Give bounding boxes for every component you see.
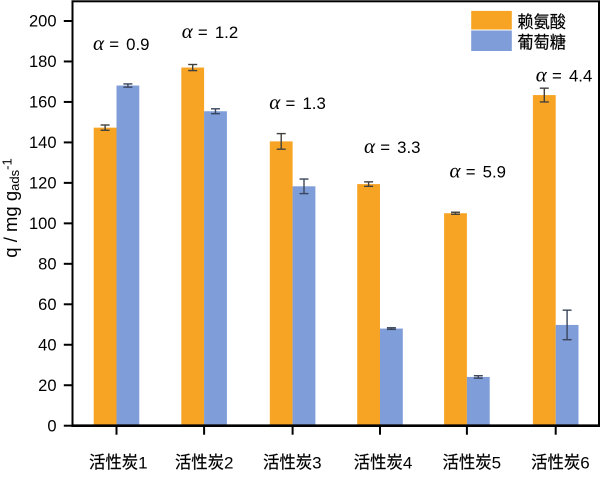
svg-text:180: 180 bbox=[29, 53, 57, 71]
svg-text:100: 100 bbox=[29, 215, 57, 233]
svg-text:120: 120 bbox=[29, 174, 57, 192]
svg-text:160: 160 bbox=[29, 94, 57, 112]
svg-text:α = 4.4: α = 4.4 bbox=[536, 62, 593, 86]
svg-text:80: 80 bbox=[38, 255, 56, 273]
svg-text:α = 1.2: α = 1.2 bbox=[182, 19, 239, 43]
svg-text:α = 0.9: α = 0.9 bbox=[93, 31, 150, 55]
svg-text:α = 5.9: α = 5.9 bbox=[450, 158, 507, 182]
svg-text:6: 6 bbox=[580, 453, 589, 472]
svg-text:40: 40 bbox=[38, 336, 56, 354]
svg-text:60: 60 bbox=[38, 296, 56, 314]
svg-text:α = 1.3: α = 1.3 bbox=[269, 90, 326, 114]
svg-text:3: 3 bbox=[312, 453, 321, 472]
svg-text:4: 4 bbox=[403, 453, 412, 472]
svg-text:200: 200 bbox=[29, 13, 57, 31]
svg-text:20: 20 bbox=[38, 377, 56, 395]
svg-text:1: 1 bbox=[138, 453, 147, 472]
svg-text:0: 0 bbox=[47, 417, 56, 435]
svg-text:α = 3.3: α = 3.3 bbox=[364, 134, 421, 158]
svg-text:2: 2 bbox=[224, 453, 233, 472]
svg-text:140: 140 bbox=[29, 134, 57, 152]
svg-text:5: 5 bbox=[492, 453, 501, 472]
